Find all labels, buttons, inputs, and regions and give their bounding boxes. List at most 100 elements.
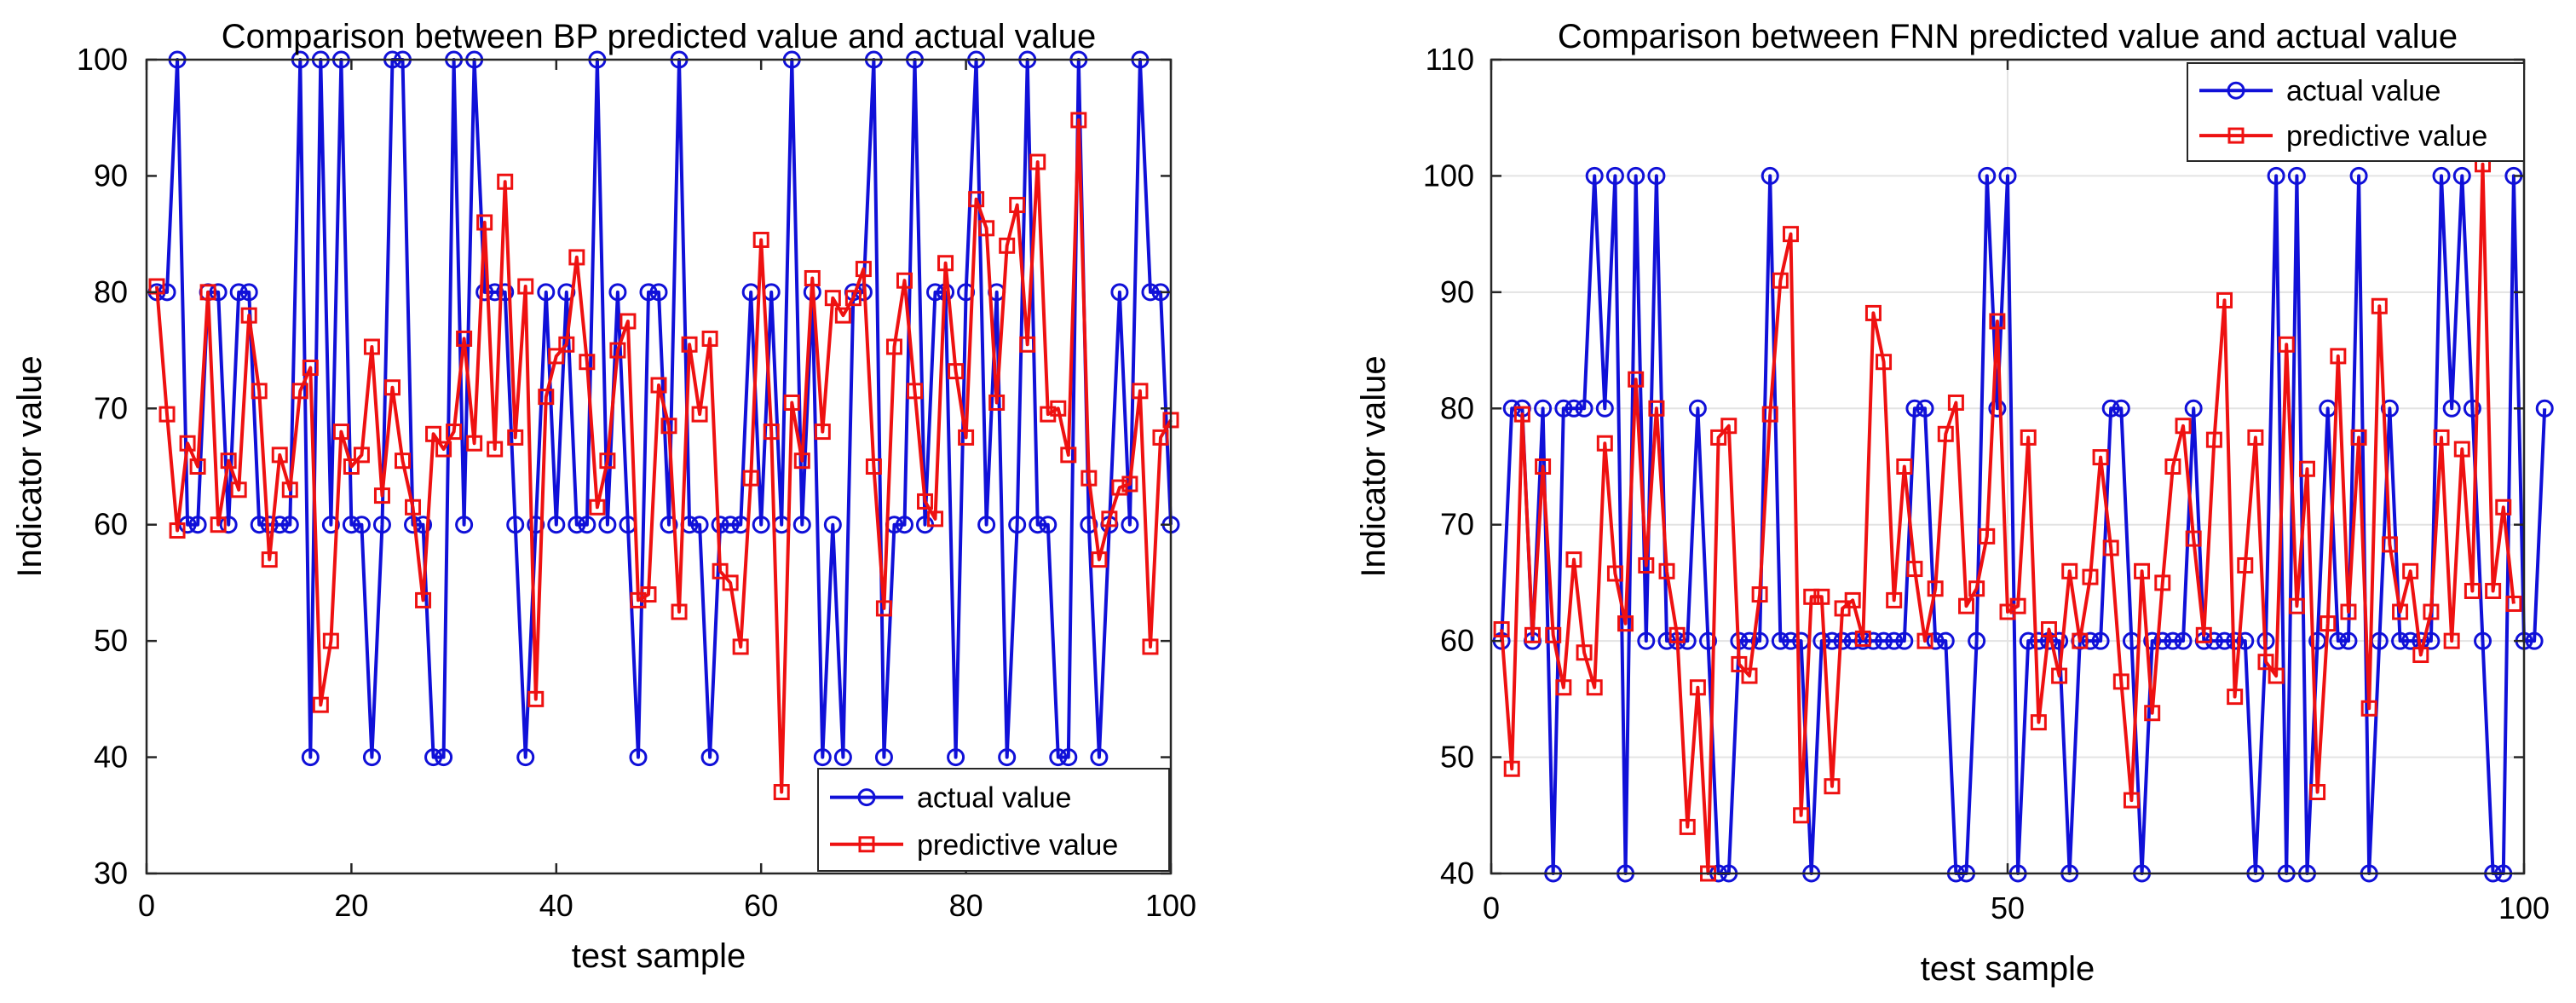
data-point (1586, 679, 1603, 696)
data-point (804, 269, 821, 286)
data-point (2101, 399, 2120, 418)
data-point (281, 481, 298, 499)
data-point (1554, 399, 1573, 418)
data-point (496, 283, 515, 302)
data-point (1141, 283, 1160, 302)
series-line (1500, 162, 2515, 875)
data-point (301, 748, 320, 767)
data-point (568, 516, 586, 534)
data-point (2092, 449, 2109, 466)
y-tick-label: 90 (94, 158, 128, 193)
legend: actual value predictive value (2187, 62, 2525, 162)
data-point (1998, 166, 2017, 185)
data-point (937, 255, 954, 272)
data-point (2463, 399, 2481, 418)
data-point (1596, 435, 1613, 452)
y-tick-label: 80 (94, 274, 128, 309)
data-point (1958, 597, 1975, 614)
y-tick-label: 70 (1440, 507, 1474, 542)
data-point (2185, 530, 2202, 547)
y-tick-label: 40 (94, 740, 128, 775)
data-point (1605, 166, 1624, 185)
data-point (1772, 272, 1789, 289)
legend: actual value predictive value (817, 768, 1170, 872)
data-point (700, 748, 719, 767)
x-tick-label: 60 (744, 888, 778, 923)
data-point (475, 283, 494, 302)
data-point (2184, 399, 2203, 418)
data-point (874, 748, 893, 767)
data-point (927, 510, 944, 527)
data-point (2051, 667, 2068, 684)
data-point (1008, 516, 1027, 534)
data-point (1699, 631, 1718, 650)
data-point (362, 748, 381, 767)
data-point (875, 600, 892, 617)
data-point (1152, 429, 1169, 446)
data-point (958, 429, 975, 446)
data-point (487, 441, 504, 458)
data-point (1029, 153, 1046, 170)
data-point (629, 748, 648, 767)
data-point (701, 330, 718, 347)
data-point (1627, 166, 1645, 185)
data-point (220, 453, 237, 470)
data-point (1059, 748, 1078, 767)
data-point (1638, 556, 1655, 574)
data-point (2237, 556, 2254, 574)
data-point (1782, 226, 1799, 243)
data-point (671, 603, 688, 620)
data-point (1885, 631, 1904, 650)
data-point (373, 487, 390, 504)
data-point (783, 394, 800, 411)
data-point (312, 696, 329, 713)
y-tick-label: 50 (94, 623, 128, 658)
data-point (650, 377, 667, 394)
data-point (2349, 166, 2368, 185)
x-tick-label: 40 (539, 888, 573, 923)
data-point (1679, 818, 1696, 835)
data-point (2287, 166, 2306, 185)
data-point (988, 394, 1006, 411)
data-point (833, 748, 852, 767)
data-point (2339, 631, 2358, 650)
data-point (1688, 399, 1707, 418)
x-tick-label: 100 (1145, 888, 1196, 923)
data-point (2485, 582, 2502, 599)
data-point (1979, 527, 1996, 545)
data-point (589, 499, 606, 516)
data-point (947, 748, 965, 767)
data-point (1895, 631, 1914, 650)
data-point (424, 748, 443, 767)
data-point (527, 516, 545, 534)
data-point (1875, 631, 1893, 650)
data-point (558, 336, 575, 353)
data-point (372, 516, 391, 534)
data-point (1854, 630, 1871, 647)
data-point (210, 516, 227, 533)
data-point (2175, 418, 2192, 435)
data-point (824, 290, 841, 307)
series-predictive (148, 112, 1179, 800)
data-point (2236, 631, 2255, 650)
data-point (239, 283, 258, 302)
data-point (1142, 638, 1159, 655)
data-point (456, 330, 473, 347)
data-point (1864, 304, 1882, 321)
data-point (1555, 679, 1572, 696)
data-point (476, 214, 493, 231)
x-axis-title: test sample (1921, 950, 2095, 988)
data-point (855, 261, 872, 278)
data-point (1019, 336, 1036, 353)
data-point (497, 173, 514, 190)
data-point (721, 516, 740, 534)
data-point (681, 336, 698, 353)
data-point (2309, 784, 2326, 800)
data-point (2164, 631, 2182, 650)
data-point (711, 516, 729, 534)
y-tick-label: 80 (1440, 390, 1474, 425)
data-point (1049, 748, 1068, 767)
data-point (823, 516, 842, 534)
data-point (1771, 631, 1789, 650)
bp-comparison-chart: 0 20 40 60 80 100 30 40 50 60 70 80 90 100 Comparison … (11, 18, 1196, 975)
